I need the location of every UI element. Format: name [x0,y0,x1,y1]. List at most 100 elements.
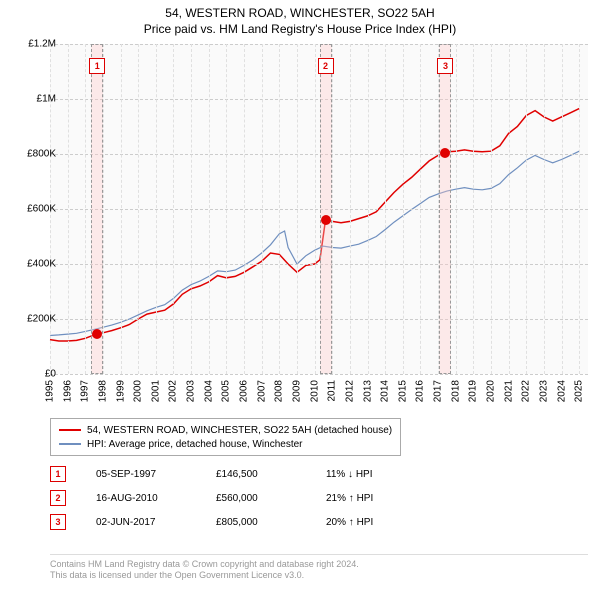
gridline-vertical [562,44,563,374]
x-axis-label: 2001 [150,380,161,402]
x-axis-label: 2010 [309,380,320,402]
footer-line: This data is licensed under the Open Gov… [50,570,588,582]
y-axis-label: £800K [10,149,56,160]
sale-date: 16-AUG-2010 [96,493,186,504]
sale-number-box: 2 [50,490,66,506]
legend-swatch [59,443,81,445]
sale-price: £805,000 [216,517,296,528]
table-row: 1 05-SEP-1997 £146,500 11% ↓ HPI [50,462,426,486]
x-axis-label: 2011 [327,380,338,402]
x-axis-label: 2005 [221,380,232,402]
legend: 54, WESTERN ROAD, WINCHESTER, SO22 5AH (… [50,418,401,456]
gridline-vertical [544,44,545,374]
gridline-vertical [420,44,421,374]
gridline-vertical [138,44,139,374]
legend-item: 54, WESTERN ROAD, WINCHESTER, SO22 5AH (… [59,423,392,437]
gridline-vertical [85,44,86,374]
sale-dot [92,329,102,339]
x-axis-label: 1997 [80,380,91,402]
gridline-vertical [262,44,263,374]
x-axis-label: 2020 [485,380,496,402]
gridline-vertical [68,44,69,374]
sale-price: £146,500 [216,469,296,480]
gridline-vertical [315,44,316,374]
sales-table: 1 05-SEP-1997 £146,500 11% ↓ HPI 2 16-AU… [50,462,426,534]
sale-band [439,44,451,374]
gridline-vertical [121,44,122,374]
legend-swatch [59,429,81,431]
chart-title: 54, WESTERN ROAD, WINCHESTER, SO22 5AH [0,6,600,20]
legend-item: HPI: Average price, detached house, Winc… [59,437,392,451]
sale-marker: 3 [437,58,453,74]
gridline-vertical [156,44,157,374]
x-axis-label: 2023 [538,380,549,402]
x-axis-label: 2021 [503,380,514,402]
y-axis-label: £600K [10,204,56,215]
sale-dot [321,215,331,225]
gridline-vertical [385,44,386,374]
x-axis-label: 2013 [362,380,373,402]
gridline-vertical [244,44,245,374]
x-axis-label: 2003 [186,380,197,402]
gridline-vertical [191,44,192,374]
sale-date: 02-JUN-2017 [96,517,186,528]
y-axis-label: £400K [10,259,56,270]
x-axis-label: 1998 [97,380,108,402]
gridline-horizontal [50,374,588,375]
x-axis-label: 2006 [239,380,250,402]
plot-area: 1 2 3 [50,44,588,374]
sale-price: £560,000 [216,493,296,504]
x-axis-label: 2009 [291,380,302,402]
table-row: 2 16-AUG-2010 £560,000 21% ↑ HPI [50,486,426,510]
title-block: 54, WESTERN ROAD, WINCHESTER, SO22 5AH P… [0,0,600,36]
sale-date: 05-SEP-1997 [96,469,186,480]
gridline-vertical [173,44,174,374]
x-axis-label: 2018 [450,380,461,402]
x-axis-label: 2000 [133,380,144,402]
y-axis-label: £0 [10,369,56,380]
footer-line: Contains HM Land Registry data © Crown c… [50,559,588,571]
x-axis-label: 2008 [274,380,285,402]
x-axis-label: 2012 [344,380,355,402]
gridline-vertical [491,44,492,374]
gridline-vertical [509,44,510,374]
gridline-vertical [226,44,227,374]
gridline-vertical [579,44,580,374]
x-axis-label: 2016 [415,380,426,402]
table-row: 3 02-JUN-2017 £805,000 20% ↑ HPI [50,510,426,534]
gridline-vertical [456,44,457,374]
sale-delta: 11% ↓ HPI [326,469,426,480]
legend-label: 54, WESTERN ROAD, WINCHESTER, SO22 5AH (… [87,425,392,436]
sale-delta: 20% ↑ HPI [326,517,426,528]
gridline-vertical [403,44,404,374]
x-axis-label: 2004 [203,380,214,402]
sale-number-box: 3 [50,514,66,530]
y-axis-label: £1.2M [10,39,56,50]
x-axis-label: 2015 [397,380,408,402]
x-axis-label: 1999 [115,380,126,402]
gridline-vertical [526,44,527,374]
footer-attribution: Contains HM Land Registry data © Crown c… [50,554,588,582]
sale-marker: 2 [318,58,334,74]
x-axis-label: 2017 [433,380,444,402]
x-axis-label: 1996 [62,380,73,402]
y-axis-label: £1M [10,94,56,105]
gridline-vertical [473,44,474,374]
legend-label: HPI: Average price, detached house, Winc… [87,439,303,450]
x-axis-label: 2024 [556,380,567,402]
x-axis-label: 2007 [256,380,267,402]
sale-delta: 21% ↑ HPI [326,493,426,504]
sale-band [91,44,103,374]
chart-subtitle: Price paid vs. HM Land Registry's House … [0,22,600,36]
sale-number-box: 1 [50,466,66,482]
x-axis-label: 2002 [168,380,179,402]
x-axis-label: 2019 [468,380,479,402]
x-axis-label: 2025 [574,380,585,402]
sale-marker: 1 [89,58,105,74]
chart-container: 54, WESTERN ROAD, WINCHESTER, SO22 5AH P… [0,0,600,590]
gridline-vertical [279,44,280,374]
sale-band [320,44,332,374]
x-axis-label: 2014 [380,380,391,402]
gridline-vertical [297,44,298,374]
gridline-vertical [350,44,351,374]
